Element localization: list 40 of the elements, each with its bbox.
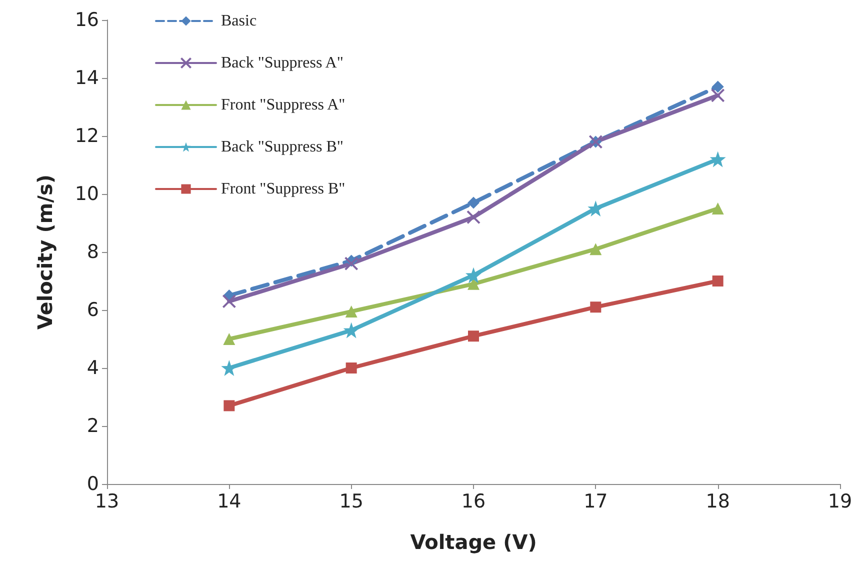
point	[712, 276, 724, 286]
y-tick-label: 16	[74, 9, 99, 31]
point	[590, 243, 602, 256]
point	[468, 196, 480, 209]
legend-label: Back "Suppress A"	[221, 54, 344, 72]
point	[712, 80, 724, 93]
point	[710, 151, 726, 168]
y-tick-label: 10	[74, 183, 99, 205]
x-tick-label: 18	[706, 490, 730, 512]
x-tick-label: 15	[339, 490, 364, 512]
point	[466, 267, 482, 284]
point	[344, 256, 358, 271]
point	[710, 88, 725, 102]
y-tick-label: 8	[86, 241, 99, 263]
legend-label: Front "Suppress A"	[221, 96, 346, 114]
x-tick-label: 16	[461, 490, 486, 512]
point	[346, 362, 357, 374]
x-axis-title: Voltage (V)	[410, 530, 537, 554]
point	[222, 294, 236, 308]
legend-label: Front "Suppress B"	[221, 180, 346, 198]
y-axis-title: Velocity (m/s)	[33, 174, 57, 330]
y-tick-label: 14	[74, 67, 99, 89]
point	[468, 330, 479, 342]
point	[588, 200, 604, 216]
point	[223, 333, 236, 345]
point	[345, 305, 358, 318]
legend-label: Basic	[221, 12, 257, 30]
point	[343, 322, 360, 338]
y-tick-label: 6	[86, 299, 99, 321]
x-tick-label: 17	[584, 490, 608, 512]
legend-label: Back "Suppress B"	[221, 138, 344, 156]
point	[224, 400, 235, 412]
y-tick-label: 2	[86, 415, 99, 437]
point	[466, 210, 480, 224]
y-tick-label: 12	[74, 125, 99, 147]
x-tick-label: 19	[828, 490, 852, 512]
y-tick-label: 4	[86, 357, 99, 379]
x-tick-label: 14	[217, 490, 242, 512]
point	[590, 302, 602, 313]
point	[712, 202, 724, 214]
